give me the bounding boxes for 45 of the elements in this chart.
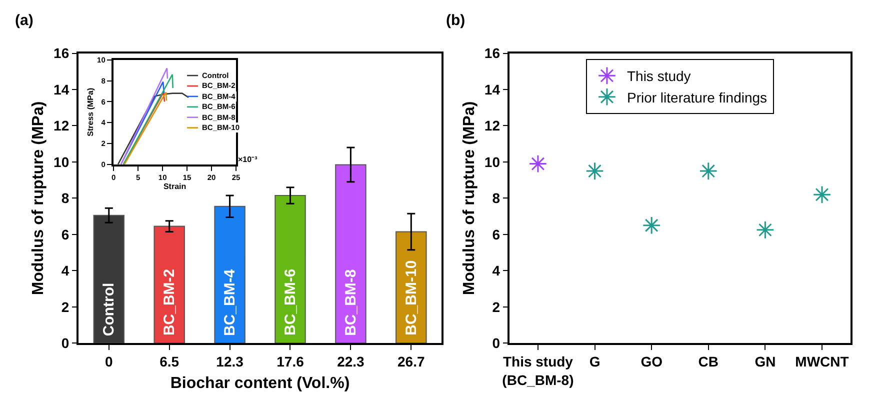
annotation: BC_BM-4 — [222, 268, 239, 336]
y-tick-label: 16 — [484, 45, 500, 62]
annotation: BC_BM-10 — [402, 260, 420, 336]
y-tick-label: 14 — [54, 81, 70, 98]
x-tick-label: 26.7 — [398, 354, 425, 370]
y-tick-label: 10 — [54, 154, 70, 170]
y-tick-label: 12 — [484, 118, 500, 134]
y-tick-label: 8 — [492, 190, 500, 206]
chart-title: (b) — [446, 12, 466, 29]
x-axis-title: Strain — [163, 182, 186, 192]
annotation: Control — [100, 282, 118, 336]
chart-title: (a) — [15, 12, 34, 29]
x-tick-label: GN — [754, 354, 776, 370]
x-tick-label: 17.6 — [276, 354, 304, 370]
x-tick-label: 6.5 — [160, 354, 180, 370]
x-tick-label: G — [589, 354, 600, 370]
y-tick-label: 16 — [54, 45, 70, 62]
annotation: BC_BM-6 — [282, 268, 300, 336]
y-tick-label: 8 — [61, 190, 70, 206]
y-axis-title: Modulus of rupture (MPa) — [30, 101, 47, 296]
x-tick-label: 22.3 — [337, 354, 365, 370]
legend-label: This study — [626, 68, 691, 84]
x-tick-label: 12.3 — [216, 354, 244, 370]
x-tick-label: This study (BC_BM-8) — [502, 354, 574, 388]
y-tick-label: 0 — [492, 335, 500, 352]
y-tick-label: 2 — [61, 298, 70, 315]
x-axis-title: Biochar content (Vol.%) — [170, 374, 350, 392]
y-tick-label: 4 — [61, 262, 70, 279]
y-tick-label: 12 — [54, 118, 70, 134]
y-axis-title: Modulus of rupture (MPa) — [460, 101, 478, 296]
annotation: ×10⁻³ — [238, 155, 258, 164]
y-tick-label: 2 — [492, 298, 500, 315]
y-tick-label: 4 — [492, 262, 500, 279]
y-tick-label: 6 — [61, 226, 70, 242]
x-tick-label: GO — [640, 354, 663, 370]
y-tick-label: 14 — [484, 81, 500, 98]
x-tick-label: CB — [698, 354, 719, 370]
annotation: BC_BM-8 — [342, 269, 360, 336]
y-tick-label: 0 — [61, 335, 70, 352]
annotation: BC_BM-2 — [161, 268, 178, 336]
x-tick-label: MWCNT — [795, 354, 850, 370]
legend-label: Prior literature findings — [626, 89, 768, 106]
y-axis-title: Stress (MPa) — [86, 88, 96, 136]
y-tick-label: 6 — [492, 226, 500, 242]
y-tick-label: 10 — [484, 154, 500, 170]
